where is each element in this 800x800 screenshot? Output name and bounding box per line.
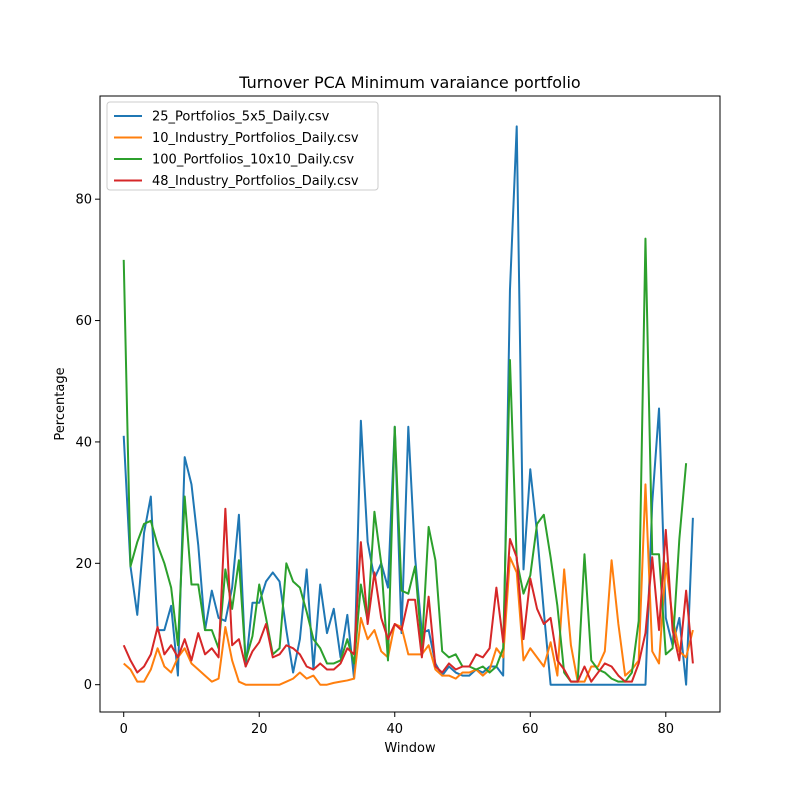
x-axis-label: Window (384, 741, 436, 756)
x-tick-label: 0 (120, 722, 128, 737)
legend-box (106, 101, 379, 191)
y-tick-label: 80 (75, 193, 92, 208)
series-line-0 (122, 125, 694, 686)
x-tick-label: 40 (386, 722, 403, 737)
legend-label-0: 25_Portfolios_5x5_Daily.csv (152, 110, 330, 125)
series-line-3 (122, 507, 694, 683)
y-tick-label: 0 (84, 678, 92, 693)
chart-title: Turnover PCA Minimum varaiance portfolio (238, 73, 580, 92)
x-tick-label: 60 (522, 722, 539, 737)
y-axis-ticks: 0 20 40 60 80 (75, 193, 100, 693)
legend-label-2: 100_Portfolios_10x10_Daily.csv (152, 153, 354, 168)
y-tick-label: 60 (75, 314, 92, 329)
series-lines (122, 125, 694, 686)
legend-label-3: 48_Industry_Portfolios_Daily.csv (152, 174, 359, 189)
legend: 25_Portfolios_5x5_Daily.csv 10_Industry_P… (106, 101, 379, 191)
plot-frame (99, 95, 721, 713)
series-line-1 (123, 483, 694, 686)
x-tick-label: 20 (251, 722, 268, 737)
x-axis-ticks: 0 20 40 60 80 (120, 712, 674, 737)
series-line-2 (122, 237, 688, 683)
legend-label-1: 10_Industry_Portfolios_Daily.csv (152, 131, 359, 146)
y-tick-label: 40 (75, 435, 92, 450)
y-axis-label: Percentage (53, 367, 68, 440)
x-tick-label: 80 (658, 722, 675, 737)
y-tick-label: 20 (75, 557, 92, 572)
